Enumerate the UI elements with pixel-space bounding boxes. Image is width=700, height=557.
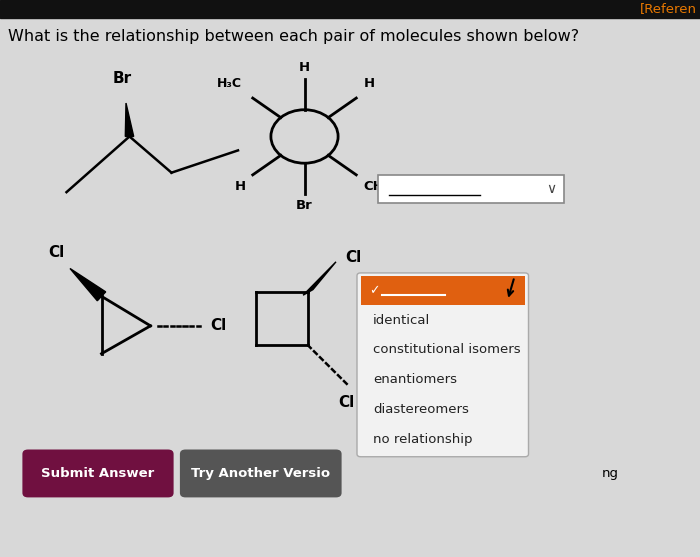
Text: constitutional isomers: constitutional isomers	[373, 344, 521, 356]
Text: H: H	[299, 61, 310, 74]
Text: H: H	[363, 77, 374, 90]
Polygon shape	[303, 262, 336, 295]
Text: no relationship: no relationship	[373, 433, 472, 446]
Text: Submit Answer: Submit Answer	[41, 467, 155, 480]
Text: Cl: Cl	[338, 395, 355, 411]
Text: Cl: Cl	[210, 319, 226, 333]
Text: Br: Br	[296, 199, 313, 212]
Polygon shape	[125, 103, 134, 136]
Text: H: H	[234, 180, 246, 193]
FancyBboxPatch shape	[22, 449, 174, 497]
Text: H₃C: H₃C	[217, 77, 242, 90]
Text: ng: ng	[602, 467, 619, 480]
Polygon shape	[70, 268, 106, 301]
Text: What is the relationship between each pair of molecules shown below?: What is the relationship between each pa…	[8, 29, 580, 43]
FancyBboxPatch shape	[357, 273, 528, 457]
FancyBboxPatch shape	[180, 449, 342, 497]
Text: diastereomers: diastereomers	[373, 403, 469, 416]
Text: Cl: Cl	[345, 250, 361, 265]
Text: CH₃: CH₃	[363, 180, 390, 193]
Text: identical: identical	[373, 314, 430, 327]
Text: Try Another Versio: Try Another Versio	[191, 467, 330, 480]
FancyBboxPatch shape	[360, 276, 525, 305]
Bar	[0, 0, 700, 18]
Text: Br: Br	[113, 71, 132, 86]
Text: ✓: ✓	[369, 284, 379, 297]
Text: enantiomers: enantiomers	[373, 373, 457, 386]
FancyBboxPatch shape	[378, 175, 564, 203]
Text: ∨: ∨	[546, 182, 556, 197]
Text: [Referen: [Referen	[640, 2, 696, 16]
Text: Cl: Cl	[48, 245, 64, 260]
